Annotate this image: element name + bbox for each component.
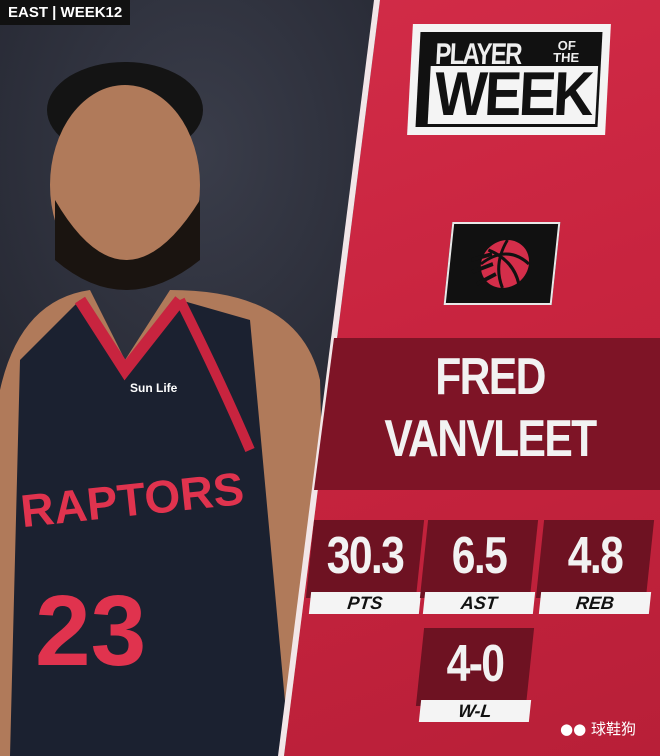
wechat-icon: ●● (560, 720, 591, 738)
watermark: ●● 球鞋狗 (560, 718, 636, 739)
name-band (314, 338, 660, 490)
player-name: FRED VANVLEET (351, 346, 630, 470)
jersey-number: 23 (35, 575, 146, 687)
stat-value: 4-0 (446, 635, 505, 693)
stat-value: 6.5 (451, 527, 508, 585)
player-last-name: VANVLEET (384, 410, 597, 468)
player-first-name: FRED (435, 348, 546, 406)
stat-record: 4-0 W-L (415, 628, 535, 728)
stat-value: 4.8 (567, 527, 624, 585)
stat-ast: 6.5 AST (419, 520, 539, 620)
raptors-logo (443, 222, 561, 305)
jersey-sponsor: Sun Life (130, 381, 178, 395)
title-line2: WEEK (427, 60, 599, 129)
stat-pts: 30.3 PTS (305, 520, 425, 620)
stat-label: AST (422, 592, 536, 614)
stat-label: PTS (308, 592, 422, 614)
basketball-claw-icon (471, 238, 531, 289)
stat-reb: 4.8 REB (535, 520, 655, 620)
title-badge: PLAYER OF THE WEEK (407, 24, 611, 135)
stat-label: REB (538, 592, 652, 614)
stat-value: 30.3 (326, 527, 405, 585)
conference-week-tag: EAST | WEEK12 (0, 0, 131, 25)
stat-label: W-L (418, 700, 532, 722)
watermark-text: 球鞋狗 (590, 720, 636, 738)
